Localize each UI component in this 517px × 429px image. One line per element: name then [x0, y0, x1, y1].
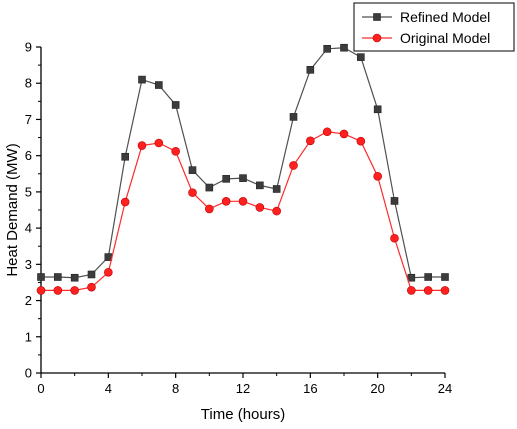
y-tick-label: 1 [25, 329, 32, 344]
data-point [339, 129, 349, 139]
legend-item: Original Model [362, 30, 490, 46]
legend-item: Refined Model [362, 9, 490, 25]
legend-marker [373, 13, 381, 21]
y-tick-label: 3 [25, 257, 32, 272]
data-point [205, 204, 214, 214]
data-point [407, 286, 416, 295]
data-point [390, 197, 399, 205]
data-point [440, 286, 450, 295]
data-point [322, 127, 332, 137]
legend-marker [372, 33, 382, 43]
data-point [54, 273, 62, 281]
data-point [37, 273, 45, 281]
series-line [41, 47, 445, 279]
data-point [340, 43, 348, 52]
legend-box [353, 2, 515, 52]
data-point [137, 141, 147, 150]
x-tick-label: 16 [303, 381, 317, 396]
x-tick-label: 0 [37, 381, 44, 396]
y-tick-label: 7 [25, 112, 32, 127]
data-point [222, 175, 230, 183]
series-layer [36, 43, 450, 295]
data-point [373, 105, 382, 114]
data-point [423, 286, 433, 295]
data-point [171, 147, 180, 156]
data-point [155, 81, 163, 89]
y-tick-label: 5 [25, 184, 32, 199]
data-point [441, 273, 449, 281]
data-point [390, 233, 399, 243]
y-axis-ticks: 0 1 2 3 4 5 6 7 8 9 [25, 40, 41, 381]
y-tick-label: 8 [25, 76, 32, 91]
data-point [356, 136, 366, 146]
y-tick-label: 2 [25, 293, 32, 308]
y-axis-title: Heat Demand (MW) [4, 143, 21, 276]
data-point [87, 282, 96, 292]
data-point [120, 197, 130, 207]
data-point [221, 197, 231, 206]
data-point [407, 273, 416, 282]
y-tick-label: 6 [25, 148, 32, 163]
data-point [306, 136, 315, 146]
data-point [424, 273, 432, 281]
data-point [306, 66, 315, 74]
data-point [104, 268, 113, 277]
data-point [138, 75, 146, 84]
x-tick-label: 12 [236, 381, 250, 396]
data-point [154, 138, 164, 148]
x-tick-label: 8 [172, 381, 179, 396]
data-point [255, 203, 265, 212]
series-refined-model [37, 43, 449, 282]
data-point [239, 174, 247, 182]
data-point [188, 166, 197, 174]
data-point [289, 161, 298, 170]
x-tick-label: 4 [105, 381, 112, 396]
data-point [373, 172, 382, 181]
data-point [121, 152, 129, 161]
data-point [188, 188, 197, 197]
data-point [272, 206, 281, 216]
y-tick-label: 0 [25, 366, 32, 381]
data-point [70, 273, 79, 282]
legend-label: Original Model [400, 30, 490, 46]
x-tick-label: 24 [438, 381, 452, 396]
data-point [289, 113, 298, 121]
data-point [87, 270, 96, 279]
data-point [70, 286, 79, 295]
data-point [36, 286, 46, 295]
data-point [357, 53, 365, 61]
legend-label: Refined Model [400, 9, 490, 25]
x-axis-title: Time (hours) [201, 406, 285, 423]
series-original-model [36, 127, 450, 295]
data-point [238, 197, 248, 206]
y-tick-label: 9 [25, 40, 32, 55]
data-point [272, 185, 281, 193]
x-tick-label: 20 [370, 381, 384, 396]
data-point [323, 45, 331, 53]
x-axis-ticks: 0 4 8 12 16 20 24 [37, 373, 452, 396]
plot-frame [40, 47, 445, 374]
y-tick-label: 4 [25, 221, 32, 236]
data-point [256, 181, 264, 190]
data-point [171, 101, 180, 109]
data-point [205, 183, 214, 192]
data-point [53, 286, 63, 295]
series-line [41, 131, 445, 292]
legend: Refined Model Original Model [353, 2, 515, 52]
